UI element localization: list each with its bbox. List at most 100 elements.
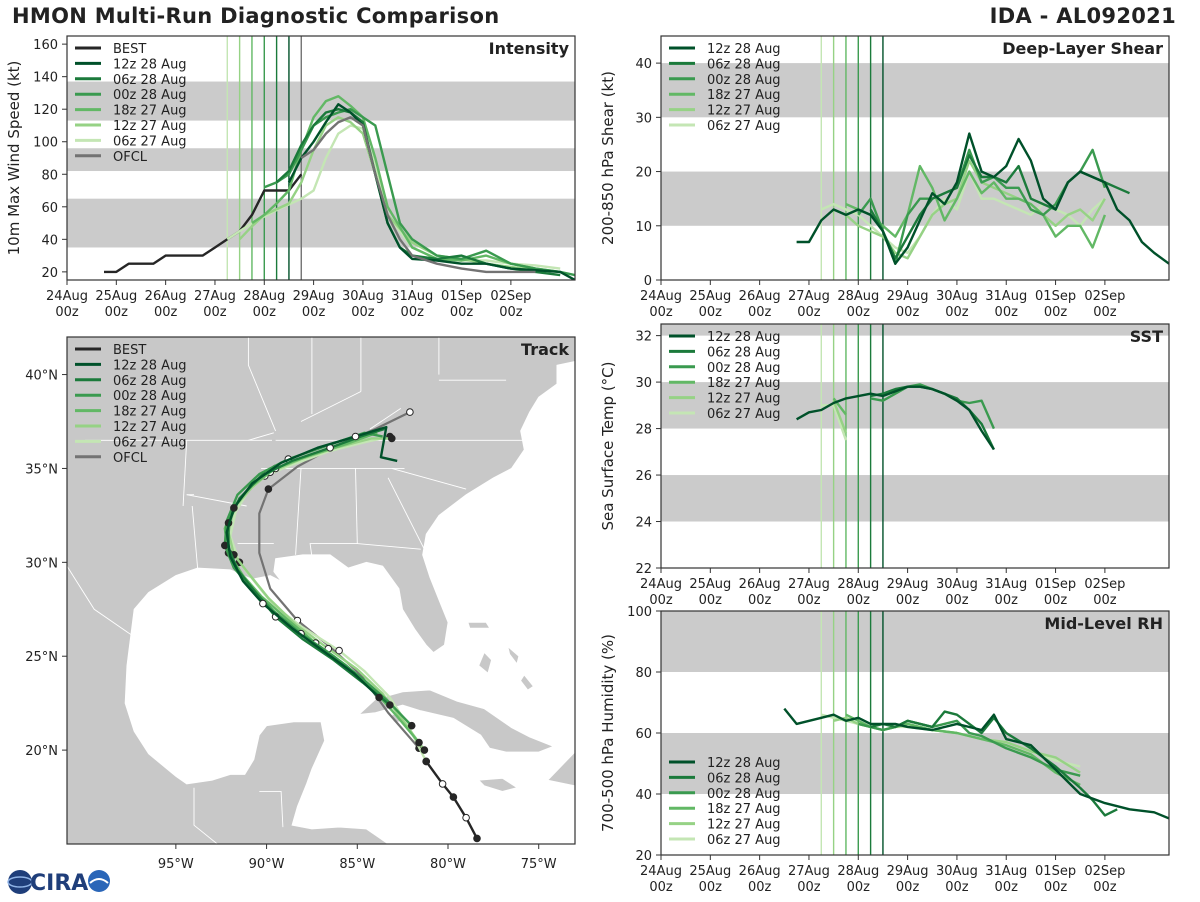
- rh-ytick-label: 60: [635, 727, 652, 742]
- intensity-xtick-hour: 00z: [351, 305, 375, 320]
- land-bahamas-1: [467, 622, 491, 629]
- shear-xtick-day: 01Sep: [1035, 289, 1076, 304]
- border-15: [247, 337, 277, 432]
- sst-legend-label-06z-28-aug: 06z 28 Aug: [707, 345, 781, 360]
- globe-icon: [8, 870, 32, 894]
- track-point-12z-27-aug: [420, 746, 429, 754]
- intensity-xtick-hour: 00z: [203, 305, 227, 320]
- border-23: [391, 467, 467, 490]
- intensity-legend-label-12z-28-aug: 12z 28 Aug: [113, 57, 187, 72]
- rh-xtick-day: 28Aug: [837, 864, 879, 879]
- land-jamaica: [477, 777, 518, 792]
- shear-xtick-hour: 00z: [1044, 305, 1068, 320]
- shear-ylabel: 200-850 hPa Shear (kt): [599, 71, 617, 245]
- border-8: [182, 440, 188, 507]
- rh-xtick-hour: 00z: [649, 880, 673, 895]
- shear-series-12z-28-aug: [796, 132, 1169, 265]
- rh-ytick-label: 20: [635, 849, 652, 864]
- shear-ytick-label: 10: [635, 220, 652, 235]
- track-xtick-label: 85°W: [339, 857, 375, 872]
- shear-xtick-hour: 00z: [649, 305, 673, 320]
- rh-series-06z-28-aug: [870, 710, 1118, 817]
- rh-xtick-hour: 00z: [748, 880, 772, 895]
- intensity-ylabel: 10m Max Wind Speed (kt): [5, 61, 23, 256]
- intensity-legend-label-06z-27-aug: 06z 27 Aug: [113, 134, 187, 149]
- shear-xtick-day: 24Aug: [640, 289, 682, 304]
- sst-xtick-hour: 00z: [699, 593, 723, 608]
- shear-panel: 01020304024Aug00z25Aug00z26Aug00z27Aug00…: [599, 35, 1170, 320]
- track-ytick-label: 35°N: [25, 462, 58, 477]
- shear-xtick-day: 31Aug: [985, 289, 1027, 304]
- track-xtick-label: 80°W: [430, 857, 466, 872]
- track-point-06z-27-aug: [335, 646, 343, 655]
- shear-ytick-label: 40: [635, 57, 652, 72]
- track-point-12z-28-aug: [259, 599, 267, 608]
- track-frame: [66, 336, 576, 845]
- intensity-xtick-day: 30Aug: [342, 289, 384, 304]
- sst-ytick-label: 22: [635, 562, 652, 577]
- track-legend-label-00z-28-aug: 00z 28 Aug: [113, 389, 187, 404]
- sst-series-12z-27-aug: [832, 400, 848, 434]
- rh-ytick-label: 40: [635, 788, 652, 803]
- land-bahamas-2: [478, 651, 492, 674]
- land-bahamas-3: [507, 645, 520, 665]
- shear-xtick-day: 29Aug: [887, 289, 929, 304]
- sst-ytick-label: 30: [635, 376, 652, 391]
- border-13: [300, 391, 362, 422]
- rh-xtick-hour: 00z: [1044, 880, 1068, 895]
- page-title: HMON Multi-Run Diagnostic Comparison: [12, 4, 500, 28]
- rh-xtick-day: 02Sep: [1084, 864, 1125, 879]
- track-panel: 95°W 90°W 85°W 80°W 75°W 20°N 25°N 30°N 35°N 40°N…: [25, 336, 576, 872]
- track-point-ofcl: [406, 408, 414, 416]
- rh-legend-label-00z-28-aug: 00z 28 Aug: [707, 787, 781, 802]
- track-legend-label-06z-28-aug: 06z 28 Aug: [113, 374, 187, 389]
- sst-xtick-day: 28Aug: [837, 577, 879, 592]
- intensity-xtick-day: 25Aug: [95, 289, 137, 304]
- rh-xtick-day: 27Aug: [788, 864, 830, 879]
- shear-xtick-hour: 00z: [748, 305, 772, 320]
- shear-frame: [660, 35, 1170, 281]
- intensity-series-00z-28-aug: [263, 107, 575, 277]
- sst-xtick-day: 02Sep: [1084, 577, 1125, 592]
- sst-panel: 22242628303224Aug00z25Aug00z26Aug00z27Au…: [599, 323, 1170, 608]
- track-point-best: [438, 780, 447, 788]
- border-12: [369, 408, 402, 430]
- sst-xtick-day: 30Aug: [936, 577, 978, 592]
- track-xtick-label: 90°W: [249, 857, 285, 872]
- track-point-ofcl: [264, 485, 273, 493]
- sst-xtick-hour: 00z: [1044, 593, 1068, 608]
- shear-xtick-hour: 00z: [699, 305, 723, 320]
- storm-id: IDA - AL092021: [989, 4, 1176, 28]
- intensity-xtick-day: 28Aug: [243, 289, 285, 304]
- sst-ytick-label: 32: [635, 330, 652, 345]
- shear-legend-label-06z-27-aug: 06z 27 Aug: [707, 119, 781, 134]
- intensity-xtick-hour: 00z: [253, 305, 277, 320]
- track-legend-label-ofcl: OFCL: [113, 451, 148, 466]
- sst-series-12z-28-aug: [796, 385, 995, 451]
- track-point-12z-27-aug: [388, 434, 396, 443]
- sst-xtick-hour: 00z: [995, 593, 1019, 608]
- intensity-panel: 2040608010012014016024Aug00z25Aug00z26Au…: [5, 35, 576, 320]
- land-hispaniola: [547, 751, 575, 787]
- intensity-frame: [66, 35, 576, 281]
- sst-xtick-day: 26Aug: [739, 577, 781, 592]
- track-ytick-label: 30°N: [25, 556, 58, 571]
- track-legend-label-12z-28-aug: 12z 28 Aug: [113, 358, 187, 373]
- intensity-series-ofcl: [300, 116, 536, 274]
- shear-title: Deep-Layer Shear: [1002, 39, 1163, 58]
- rh-ytick-label: 100: [627, 605, 652, 620]
- rh-band-0: [661, 733, 1169, 794]
- sst-band-1: [661, 382, 1169, 429]
- sst-legend-label-12z-28-aug: 12z 28 Aug: [707, 330, 781, 345]
- sst-xtick-day: 31Aug: [985, 577, 1027, 592]
- intensity-title: Intensity: [489, 39, 570, 58]
- border-21: [259, 790, 284, 828]
- intensity-legend-label-best: BEST: [113, 42, 146, 57]
- rh-xtick-day: 01Sep: [1035, 864, 1076, 879]
- rh-legend-label-12z-27-aug: 12z 27 Aug: [707, 818, 781, 833]
- intensity-xtick-hour: 00z: [105, 305, 129, 320]
- rh-band-1: [661, 611, 1169, 672]
- rh-title: Mid-Level RH: [1044, 614, 1163, 633]
- rh-xtick-hour: 00z: [945, 880, 969, 895]
